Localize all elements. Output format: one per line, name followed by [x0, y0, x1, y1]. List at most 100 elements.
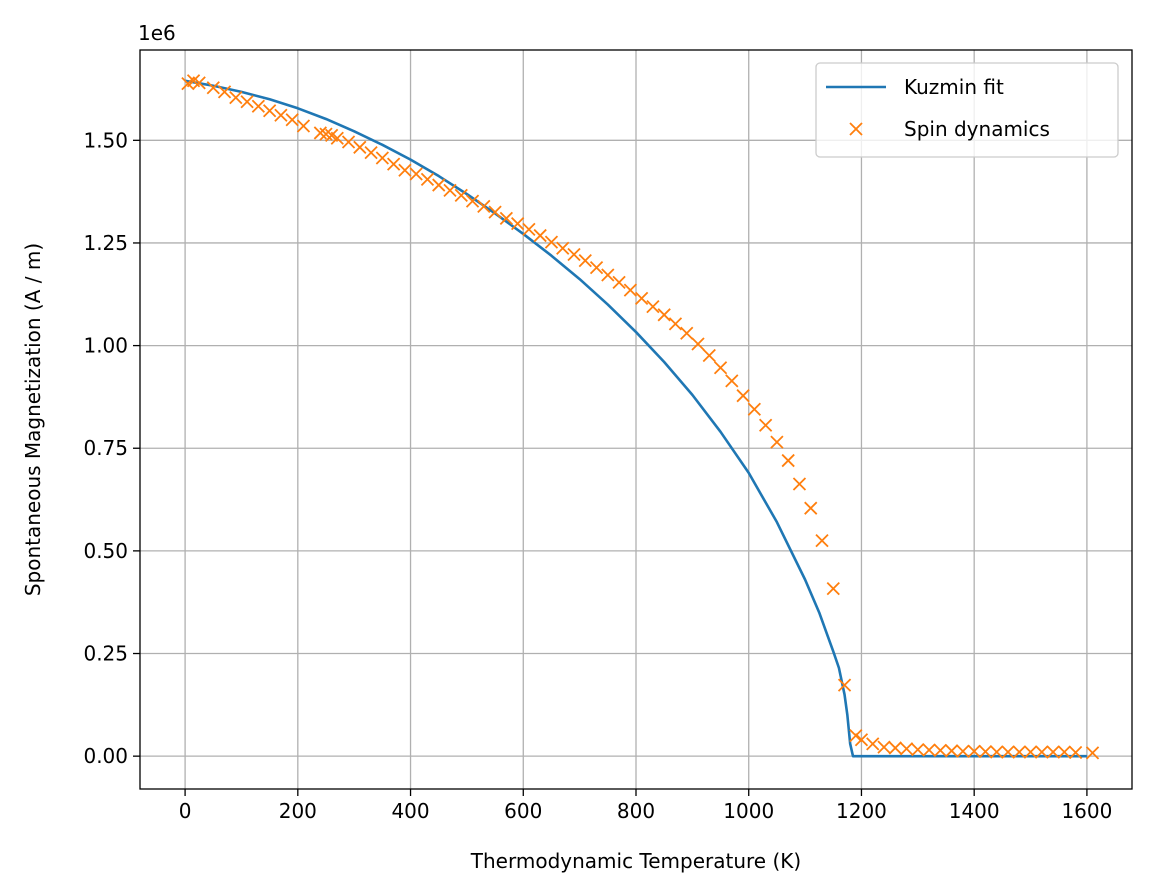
data-point-marker	[420, 172, 435, 186]
x-tick-label: 1000	[723, 799, 774, 823]
data-point-marker	[877, 740, 891, 754]
data-point-marker	[657, 308, 671, 322]
data-point-marker	[192, 76, 206, 90]
data-point-marker	[1035, 745, 1049, 759]
data-point-marker	[747, 402, 762, 416]
data-point-marker	[668, 317, 683, 331]
y-tick-label: 1.00	[83, 334, 128, 358]
data-point-marker	[465, 194, 480, 208]
data-point-marker	[510, 217, 525, 231]
data-point-marker	[341, 135, 356, 149]
y-tick-label: 0.75	[83, 436, 128, 460]
data-point-marker	[888, 741, 902, 755]
data-point-marker	[409, 167, 423, 181]
data-point-marker	[804, 501, 818, 515]
data-point-marker	[262, 104, 277, 118]
data-point-marker	[229, 90, 243, 105]
data-point-marker	[1023, 745, 1038, 759]
data-point-marker	[578, 253, 592, 268]
data-point-marker	[443, 183, 457, 198]
kuzmin-fit-line	[184, 79, 1087, 758]
series-layer	[181, 74, 1100, 760]
data-point-marker	[933, 743, 948, 758]
data-point-marker	[285, 113, 299, 127]
y-offset-label: 1e6	[138, 21, 176, 45]
data-point-marker	[922, 743, 936, 757]
data-point-marker	[725, 374, 739, 388]
data-point-marker	[556, 241, 570, 255]
data-point-marker	[781, 453, 795, 468]
data-point-marker	[646, 299, 660, 314]
y-tick-label: 0.25	[83, 642, 128, 666]
legend: Kuzmin fit Spin dynamics	[815, 62, 1119, 158]
data-point-marker	[837, 678, 852, 692]
data-point-marker	[1069, 745, 1083, 760]
data-point-marker	[296, 119, 311, 133]
data-point-marker	[1001, 745, 1015, 759]
legend-entry-label: Kuzmin fit	[904, 75, 1004, 99]
y-tick-label: 0.50	[83, 539, 128, 563]
data-point-marker	[702, 348, 716, 363]
spin-dynamics-markers	[181, 74, 1100, 760]
data-point-marker	[488, 205, 502, 219]
data-point-marker	[944, 744, 959, 758]
data-point-marker	[386, 157, 401, 171]
x-tick-label: 400	[391, 799, 429, 823]
data-point-marker	[634, 291, 649, 306]
data-point-marker	[1046, 745, 1060, 759]
data-point-marker	[432, 178, 446, 192]
data-point-marker	[589, 260, 604, 275]
data-point-marker	[956, 744, 970, 758]
data-point-marker	[691, 337, 705, 351]
data-point-marker	[499, 211, 514, 225]
data-point-marker	[978, 745, 993, 759]
legend-entry-label: Spin dynamics	[904, 117, 1050, 141]
data-point-marker	[1085, 746, 1100, 760]
data-point-marker	[758, 418, 773, 432]
data-point-marker	[274, 108, 288, 122]
data-point-marker	[206, 81, 220, 95]
data-point-marker	[1057, 745, 1071, 759]
data-point-marker	[601, 268, 615, 282]
data-point-marker	[330, 131, 344, 145]
x-tick-label: 1600	[1061, 799, 1112, 823]
data-point-marker	[623, 283, 638, 297]
data-point-marker	[854, 733, 869, 747]
y-tick-label: 1.50	[83, 128, 128, 152]
data-point-marker	[454, 188, 468, 202]
data-point-marker	[251, 99, 266, 113]
x-tick-label: 1200	[836, 799, 887, 823]
data-point-marker	[217, 85, 232, 99]
x-tick-label: 1400	[949, 799, 1000, 823]
data-point-marker	[866, 737, 880, 751]
ticks: 0 200 400 600 800 1000 1200 1400 1600 0.00 0.25 0.5…	[83, 128, 1112, 823]
x-tick-label: 600	[504, 799, 542, 823]
x-axis-label: Thermodynamic Temperature (K)	[470, 849, 801, 873]
data-point-marker	[849, 728, 863, 743]
y-axis-label: Spontaneous Magnetization (A / m)	[21, 243, 45, 596]
data-point-marker	[815, 533, 829, 548]
data-point-marker	[240, 95, 254, 109]
x-tick-label: 200	[279, 799, 317, 823]
data-point-marker	[770, 435, 784, 449]
data-point-marker	[1012, 745, 1026, 759]
data-point-marker	[612, 275, 626, 290]
data-point-marker	[713, 361, 728, 375]
data-point-marker	[680, 326, 694, 340]
legend-marker-swatch	[849, 122, 863, 136]
data-point-marker	[398, 163, 412, 177]
data-point-marker	[967, 744, 981, 758]
data-point-marker	[792, 477, 807, 491]
data-point-marker	[899, 742, 914, 756]
legend-box	[815, 62, 1119, 158]
data-point-marker	[522, 222, 536, 237]
data-point-marker	[364, 146, 378, 160]
data-point-marker	[911, 742, 925, 757]
data-point-marker	[375, 151, 390, 165]
data-point-marker	[477, 199, 491, 214]
data-point-marker	[826, 582, 840, 596]
data-point-marker	[544, 235, 559, 249]
x-tick-label: 0	[179, 799, 192, 823]
data-point-marker	[736, 389, 750, 403]
